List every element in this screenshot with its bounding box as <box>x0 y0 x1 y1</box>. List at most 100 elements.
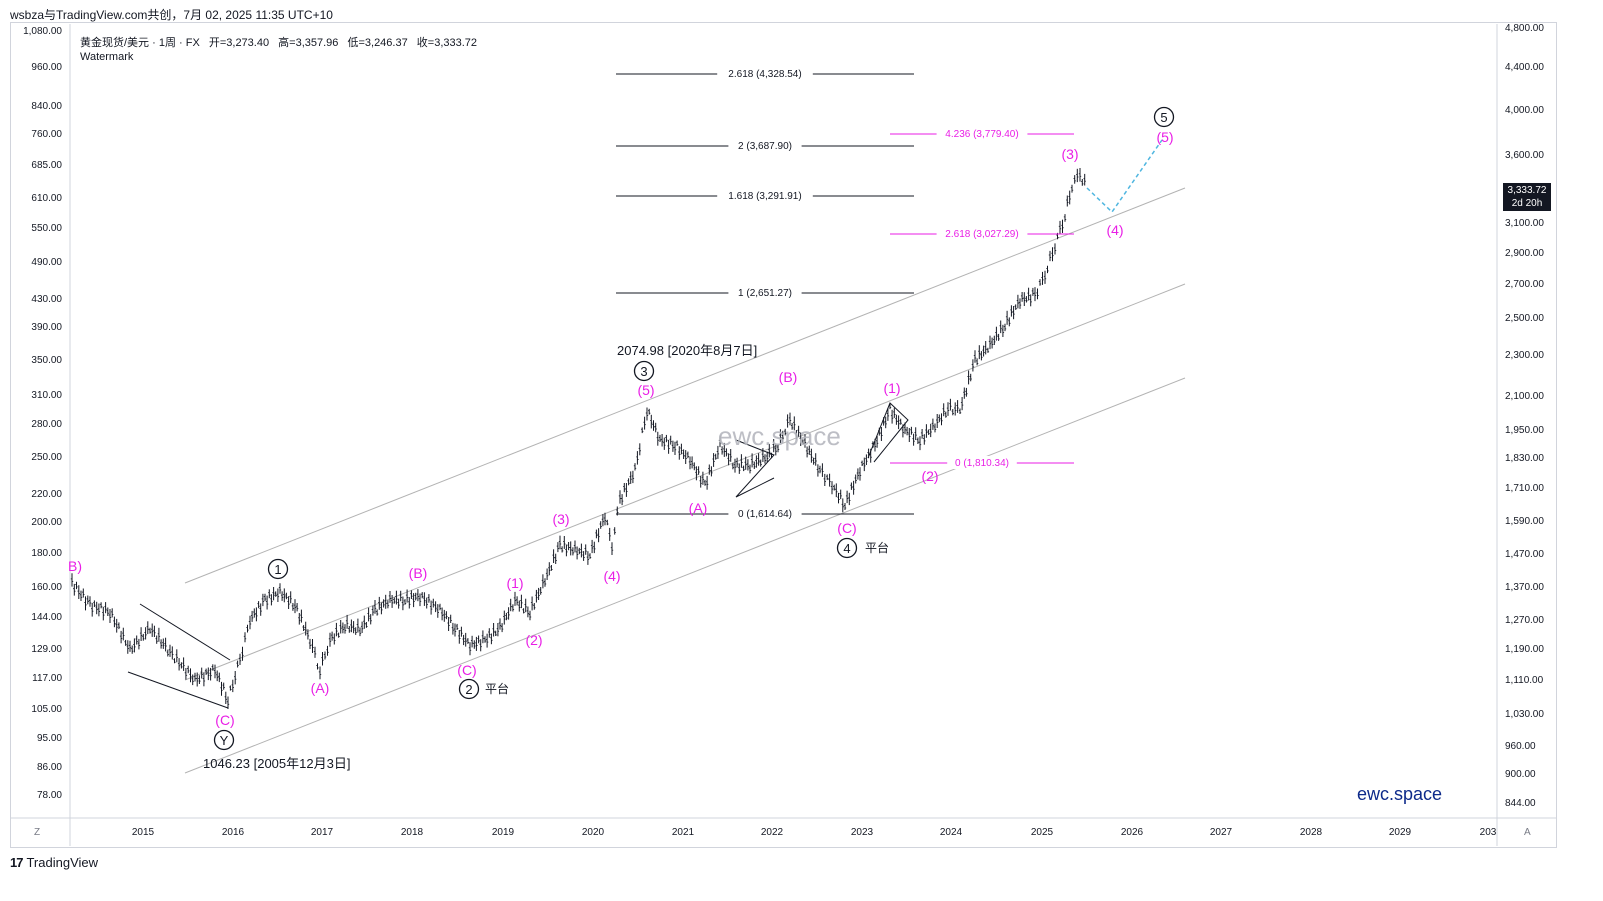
left-axis-tick: 78.00 <box>37 790 62 801</box>
left-axis-tick: 117.00 <box>32 673 62 684</box>
fib-label-magenta: 2.618 (3,027.29) <box>945 229 1018 240</box>
chart-frame[interactable] <box>10 22 1557 848</box>
low-value: 低=3,246.37 <box>347 37 408 49</box>
left-axis-tick: 310.00 <box>31 390 62 401</box>
center-watermark: ewc.space <box>718 421 841 451</box>
right-axis-tick: 900.00 <box>1505 769 1536 780</box>
right-axis-tick: 1,830.00 <box>1505 453 1544 464</box>
right-axis-tick: 960.00 <box>1505 741 1536 752</box>
time-axis-tick: 2027 <box>1210 827 1233 838</box>
high-price-note: 2074.98 [2020年8月7日] <box>617 343 757 358</box>
wave-label-magenta: (4) <box>603 568 620 584</box>
time-axis-tick: 2029 <box>1389 827 1412 838</box>
right-axis-tick: 1,190.00 <box>1505 644 1544 655</box>
watermark-indicator-label[interactable]: Watermark <box>80 51 134 63</box>
left-axis-tick: 350.00 <box>31 355 62 366</box>
auto-scale-button[interactable]: A <box>1524 827 1531 838</box>
wave-label-magenta: (A) <box>311 680 330 696</box>
time-axis-tick: 2018 <box>401 827 424 838</box>
wave-circle <box>633 360 655 382</box>
fib-label-bg <box>717 67 813 80</box>
wave-circle-label: Y <box>220 733 229 748</box>
left-axis-tick: 430.00 <box>31 294 62 305</box>
wave-labels: B) (C) (A) (B) (C) (1) (2) (3) (4) (5) (A) (B) (C) (1… <box>68 106 1175 771</box>
left-axis-tick: 280.00 <box>31 419 62 430</box>
time-axis-tick: 2019 <box>492 827 515 838</box>
right-axis-tick: 4,800.00 <box>1505 23 1544 34</box>
left-axis-tick: 960.00 <box>31 62 62 73</box>
wave-label-magenta: (B) <box>779 369 798 385</box>
wave-label-magenta: (3) <box>552 511 569 527</box>
wave-label-magenta: (C) <box>457 662 476 678</box>
time-axis-tick: 2016 <box>222 827 245 838</box>
right-axis-tick: 844.00 <box>1505 798 1536 809</box>
channel-upper-line <box>184 187 1186 584</box>
right-axis-tick: 1,270.00 <box>1505 615 1544 626</box>
left-axis-tick: 129.00 <box>31 644 62 655</box>
fib-label-bg <box>728 139 802 152</box>
left-axis-tick: 105.00 <box>31 704 62 715</box>
left-axis-tick: 1,080.00 <box>23 26 62 37</box>
symbol-name[interactable]: 黄金现货/美元 · 1周 · FX <box>80 37 200 49</box>
left-axis-tick: 550.00 <box>31 223 62 234</box>
left-axis-tick: 86.00 <box>37 762 62 773</box>
wave-label-magenta: (5) <box>637 382 654 398</box>
wedge-2015 <box>139 603 231 661</box>
time-axis-tick: 2020 <box>582 827 605 838</box>
left-axis-tick: 250.00 <box>31 452 62 463</box>
channel-lower-line <box>184 377 1186 774</box>
left-axis-tick: 490.00 <box>31 257 62 268</box>
wave-label-magenta: (C) <box>215 712 234 728</box>
wave-circle <box>836 537 858 559</box>
fib-label-bg <box>936 227 1028 240</box>
right-axis-tick: 2,300.00 <box>1505 350 1544 361</box>
flat-label: 平台 <box>865 540 889 555</box>
fib-label: 1 (2,651.27) <box>738 288 792 299</box>
wave-circle-label: 3 <box>640 364 647 379</box>
left-axis-tick: 760.00 <box>31 129 62 140</box>
timezone-button[interactable]: Z <box>34 827 41 838</box>
fib-label: 2 (3,687.90) <box>738 141 792 152</box>
fib-label-bg <box>728 286 802 299</box>
right-price-axis: 4,800.00 4,400.00 4,000.00 3,600.00 3,100.00… <box>1505 23 1544 809</box>
bar-countdown: 2d 20h <box>1511 198 1543 209</box>
forecast-path <box>1086 139 1163 214</box>
price-bars <box>70 168 1086 709</box>
wave-label-magenta: (3) <box>1061 146 1078 162</box>
wedge-2015-lower <box>127 671 229 709</box>
right-axis-tick: 1,110.00 <box>1505 675 1544 686</box>
tradingview-footer[interactable]: 17 TradingView <box>10 855 98 870</box>
right-axis-tick: 2,900.00 <box>1505 248 1544 259</box>
wave-label-magenta: (2) <box>525 632 542 648</box>
time-axis: 2015 2016 2017 2018 2019 2020 2021 2022 2023 2024… <box>132 827 1497 838</box>
time-axis-tick: 2023 <box>851 827 874 838</box>
current-price-label: 3,333.72 2d 20h <box>1503 183 1551 211</box>
left-axis-tick: 390.00 <box>31 322 62 333</box>
right-axis-tick: 1,370.00 <box>1505 582 1544 593</box>
left-axis-tick: 840.00 <box>31 101 62 112</box>
price-channel <box>184 187 1186 774</box>
wave-circle-label: 5 <box>1160 110 1167 125</box>
wave-circle <box>458 678 480 700</box>
wave-label-magenta: (A) <box>689 500 708 516</box>
time-axis-tick: 2026 <box>1121 827 1144 838</box>
wave-circle <box>267 558 289 580</box>
right-axis-tick: 1,710.00 <box>1505 483 1544 494</box>
left-axis-tick: 220.00 <box>31 489 62 500</box>
triangle-2021 <box>735 439 775 498</box>
fib-label-bg <box>947 456 1017 469</box>
time-axis-tick: 2025 <box>1031 827 1054 838</box>
left-axis-tick: 160.00 <box>31 582 62 593</box>
fib-label-magenta: 4.236 (3,779.40) <box>945 129 1018 140</box>
time-axis-tick: 2021 <box>672 827 695 838</box>
right-axis-tick: 3,100.00 <box>1505 218 1544 229</box>
time-axis-tick: 203 <box>1480 827 1497 838</box>
fib-label: 0 (1,614.64) <box>738 509 792 520</box>
flat-label: 平台 <box>485 681 509 696</box>
symbol-info: 黄金现货/美元 · 1周 · FX 开=3,273.40 高=3,357.96 … <box>80 34 483 50</box>
open-value: 开=3,273.40 <box>208 37 270 49</box>
right-axis-tick: 1,030.00 <box>1505 709 1544 720</box>
left-axis-tick: 180.00 <box>31 548 62 559</box>
ewc-brand-label: ewc.space <box>1357 784 1443 804</box>
